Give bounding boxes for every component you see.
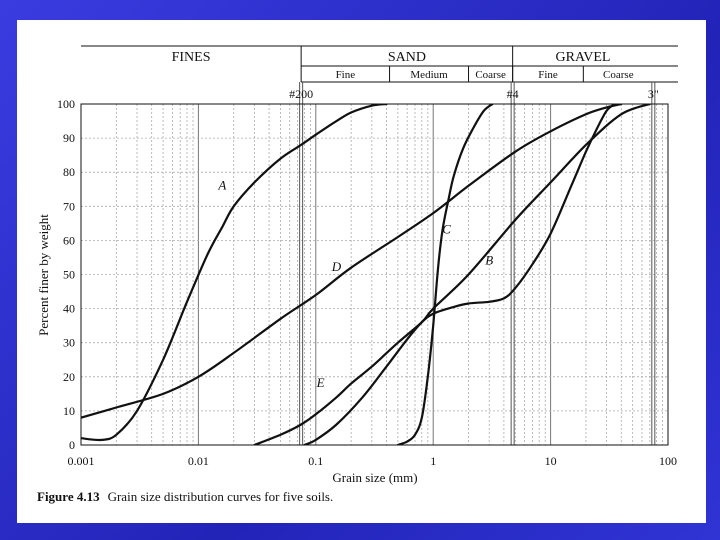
header-group-label: SAND <box>388 50 426 65</box>
y-tick-label: 0 <box>69 438 75 452</box>
x-axis-label: Grain size (mm) <box>332 470 417 485</box>
header-subgroup-label: Fine <box>336 69 356 81</box>
y-tick-label: 30 <box>63 336 75 350</box>
x-tick-label: 0.01 <box>188 454 209 468</box>
y-tick-label: 50 <box>63 268 75 282</box>
series-label-c: C <box>442 222 451 237</box>
y-tick-label: 10 <box>63 404 75 418</box>
x-tick-label: 10 <box>545 454 557 468</box>
plot-border <box>80 103 669 446</box>
series-label-b: B <box>485 252 493 267</box>
series-label-a: A <box>217 177 226 192</box>
series-label-e: E <box>316 375 325 390</box>
sieve-lines: #200 #4 3" <box>289 82 659 445</box>
series-label-d: D <box>331 259 342 274</box>
y-tick-label: 60 <box>63 233 75 247</box>
header-subgroup-label: Coarse <box>603 69 634 81</box>
series-curve-d <box>81 104 623 419</box>
x-tick-label: 100 <box>659 454 677 468</box>
series-curves <box>81 104 651 445</box>
header-subgroup-label: Coarse <box>475 69 506 81</box>
x-tick-label: 0.1 <box>308 454 323 468</box>
sieve-label: #4 <box>507 87 519 101</box>
series-curve-c <box>396 104 494 445</box>
y-tick-label: 100 <box>57 97 75 111</box>
series-curve-e <box>253 104 651 445</box>
grain-size-chart: FINES SAND GRAVEL Fine Medium Coarse Fine Coars… <box>36 45 678 504</box>
y-tick-label: 90 <box>63 131 75 145</box>
figure-caption-number: Figure 4.13 <box>37 489 100 504</box>
sieve-label: #200 <box>289 87 313 101</box>
figure-caption-text: Grain size distribution curves for five … <box>108 489 334 504</box>
y-tick-label: 40 <box>63 302 75 316</box>
series-curve-b <box>303 104 616 445</box>
header-subgroup-label: Fine <box>538 69 558 81</box>
header-group-label: FINES <box>172 50 211 65</box>
series-labels: A B C D E <box>217 177 493 390</box>
figure-panel: FINES SAND GRAVEL Fine Medium Coarse Fine Coars… <box>17 20 706 523</box>
soil-classification-header: FINES SAND GRAVEL Fine Medium Coarse Fine Coars… <box>81 45 678 83</box>
axes: 0.001 0.01 0.1 1 10 100 0 10 20 30 40 50 60 70 80 90 100 <box>57 97 677 468</box>
y-axis-label: Percent finer by weight <box>36 214 51 336</box>
header-subgroup-label: Medium <box>410 69 448 81</box>
sieve-label: 3" <box>648 87 659 101</box>
y-tick-label: 20 <box>63 370 75 384</box>
x-tick-label: 1 <box>430 454 436 468</box>
y-tick-label: 80 <box>63 165 75 179</box>
x-tick-label: 0.001 <box>68 454 95 468</box>
grid <box>80 103 668 446</box>
y-tick-label: 70 <box>63 199 75 213</box>
header-group-label: GRAVEL <box>556 50 611 65</box>
series-curve-a <box>81 104 388 442</box>
figure-caption: Figure 4.13 Grain size distribution curve… <box>37 489 333 504</box>
